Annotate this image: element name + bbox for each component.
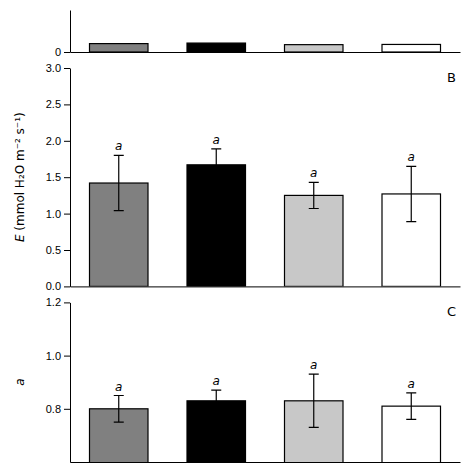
y-tick-mark — [64, 68, 70, 69]
y-tick-label: 3.0 — [46, 62, 61, 74]
y-tick: 2.5 — [46, 98, 70, 110]
y-axis: 0.8 1.0 1.2 — [46, 296, 71, 462]
y-tick-label: 0 — [55, 46, 61, 58]
bar — [187, 43, 246, 52]
y-tick-mark — [64, 302, 70, 303]
y-tick: 1.0 — [46, 208, 70, 220]
bar — [90, 44, 149, 52]
error-bar — [309, 182, 319, 208]
y-tick: 0.5 — [46, 244, 70, 256]
x-axis-line — [71, 286, 461, 287]
annotation: a — [213, 374, 220, 388]
panel: 0 — [55, 11, 461, 59]
error-bar — [406, 166, 416, 221]
y-tick-mark — [64, 177, 70, 178]
y-axis-line — [70, 303, 71, 463]
y-tick-label: 1.0 — [46, 350, 61, 362]
y-tick: 3.0 — [46, 62, 70, 74]
x-axis-line — [71, 52, 461, 53]
y-axis-title-unit: (mmol H₂O m⁻² s⁻¹) — [13, 112, 27, 234]
y-tick-mark — [64, 141, 70, 142]
y-axis-title: E (mmol H₂O m⁻² s⁻¹) — [13, 112, 27, 242]
y-tick: 0 — [55, 46, 70, 58]
y-tick-mark — [64, 214, 70, 215]
y-tick: 1.0 — [46, 350, 70, 362]
y-tick-label: 1.0 — [46, 208, 61, 220]
y-tick-mark — [64, 409, 70, 410]
error-bar — [211, 390, 221, 411]
y-axis-title: a — [13, 379, 27, 386]
plot-area — [90, 149, 441, 287]
x-axis — [71, 286, 461, 287]
annotation: a — [408, 377, 415, 391]
bar — [285, 45, 344, 52]
panel-label: C — [447, 304, 456, 319]
y-axis: 0.0 0.5 1.0 1.5 2.0 2.5 3.0 — [46, 62, 71, 292]
y-tick-label: 0.0 — [46, 280, 61, 292]
y-tick: 1.2 — [46, 296, 70, 308]
y-tick-label: 1.5 — [46, 171, 61, 183]
chart: 0 0.0 0.5 1.0 1.5 2.0 2.5 3.0 a a a a B E (mmol H₂O m… — [0, 0, 474, 474]
annotation: a — [213, 133, 220, 147]
error-bar — [406, 393, 416, 420]
x-axis — [71, 52, 461, 53]
y-tick-mark — [64, 356, 70, 357]
x-axis — [71, 462, 461, 463]
y-tick-mark — [64, 286, 70, 287]
y-tick-label: 2.5 — [46, 98, 61, 110]
annotation: a — [408, 150, 415, 164]
error-bar — [114, 396, 124, 423]
x-axis-line — [71, 462, 461, 463]
y-tick-mark — [64, 104, 70, 105]
panel: 0.0 0.5 1.0 1.5 2.0 2.5 3.0 a a a a B E (mmol H₂O m⁻… — [13, 62, 461, 292]
annotation: a — [310, 358, 317, 372]
error-bar — [309, 374, 319, 427]
annotation: a — [310, 166, 317, 180]
y-tick-label: 2.0 — [46, 135, 61, 147]
y-tick-label: 0.5 — [46, 244, 61, 256]
annotation: a — [115, 139, 122, 153]
plot-area — [90, 374, 441, 462]
y-tick-label: 0.8 — [46, 403, 61, 415]
bar — [187, 165, 246, 287]
error-bar — [211, 149, 221, 181]
annotation: a — [115, 380, 122, 394]
y-tick: 0.8 — [46, 403, 70, 415]
y-axis: 0 — [55, 11, 71, 59]
y-axis-line — [70, 11, 71, 53]
panel: 0.8 1.0 1.2 a a a a Ca — [13, 296, 461, 474]
bar — [382, 44, 441, 52]
y-tick: 2.0 — [46, 135, 70, 147]
y-axis-title-symbol: a — [13, 379, 27, 386]
y-tick-mark — [64, 52, 70, 53]
y-tick: 1.5 — [46, 171, 70, 183]
y-tick-label: 1.2 — [46, 296, 61, 308]
y-tick: 0.0 — [46, 280, 70, 292]
y-axis-line — [70, 69, 71, 287]
y-tick-mark — [64, 250, 70, 251]
error-bar — [114, 155, 124, 210]
panel-label: B — [447, 70, 456, 85]
plot-area — [90, 43, 441, 52]
